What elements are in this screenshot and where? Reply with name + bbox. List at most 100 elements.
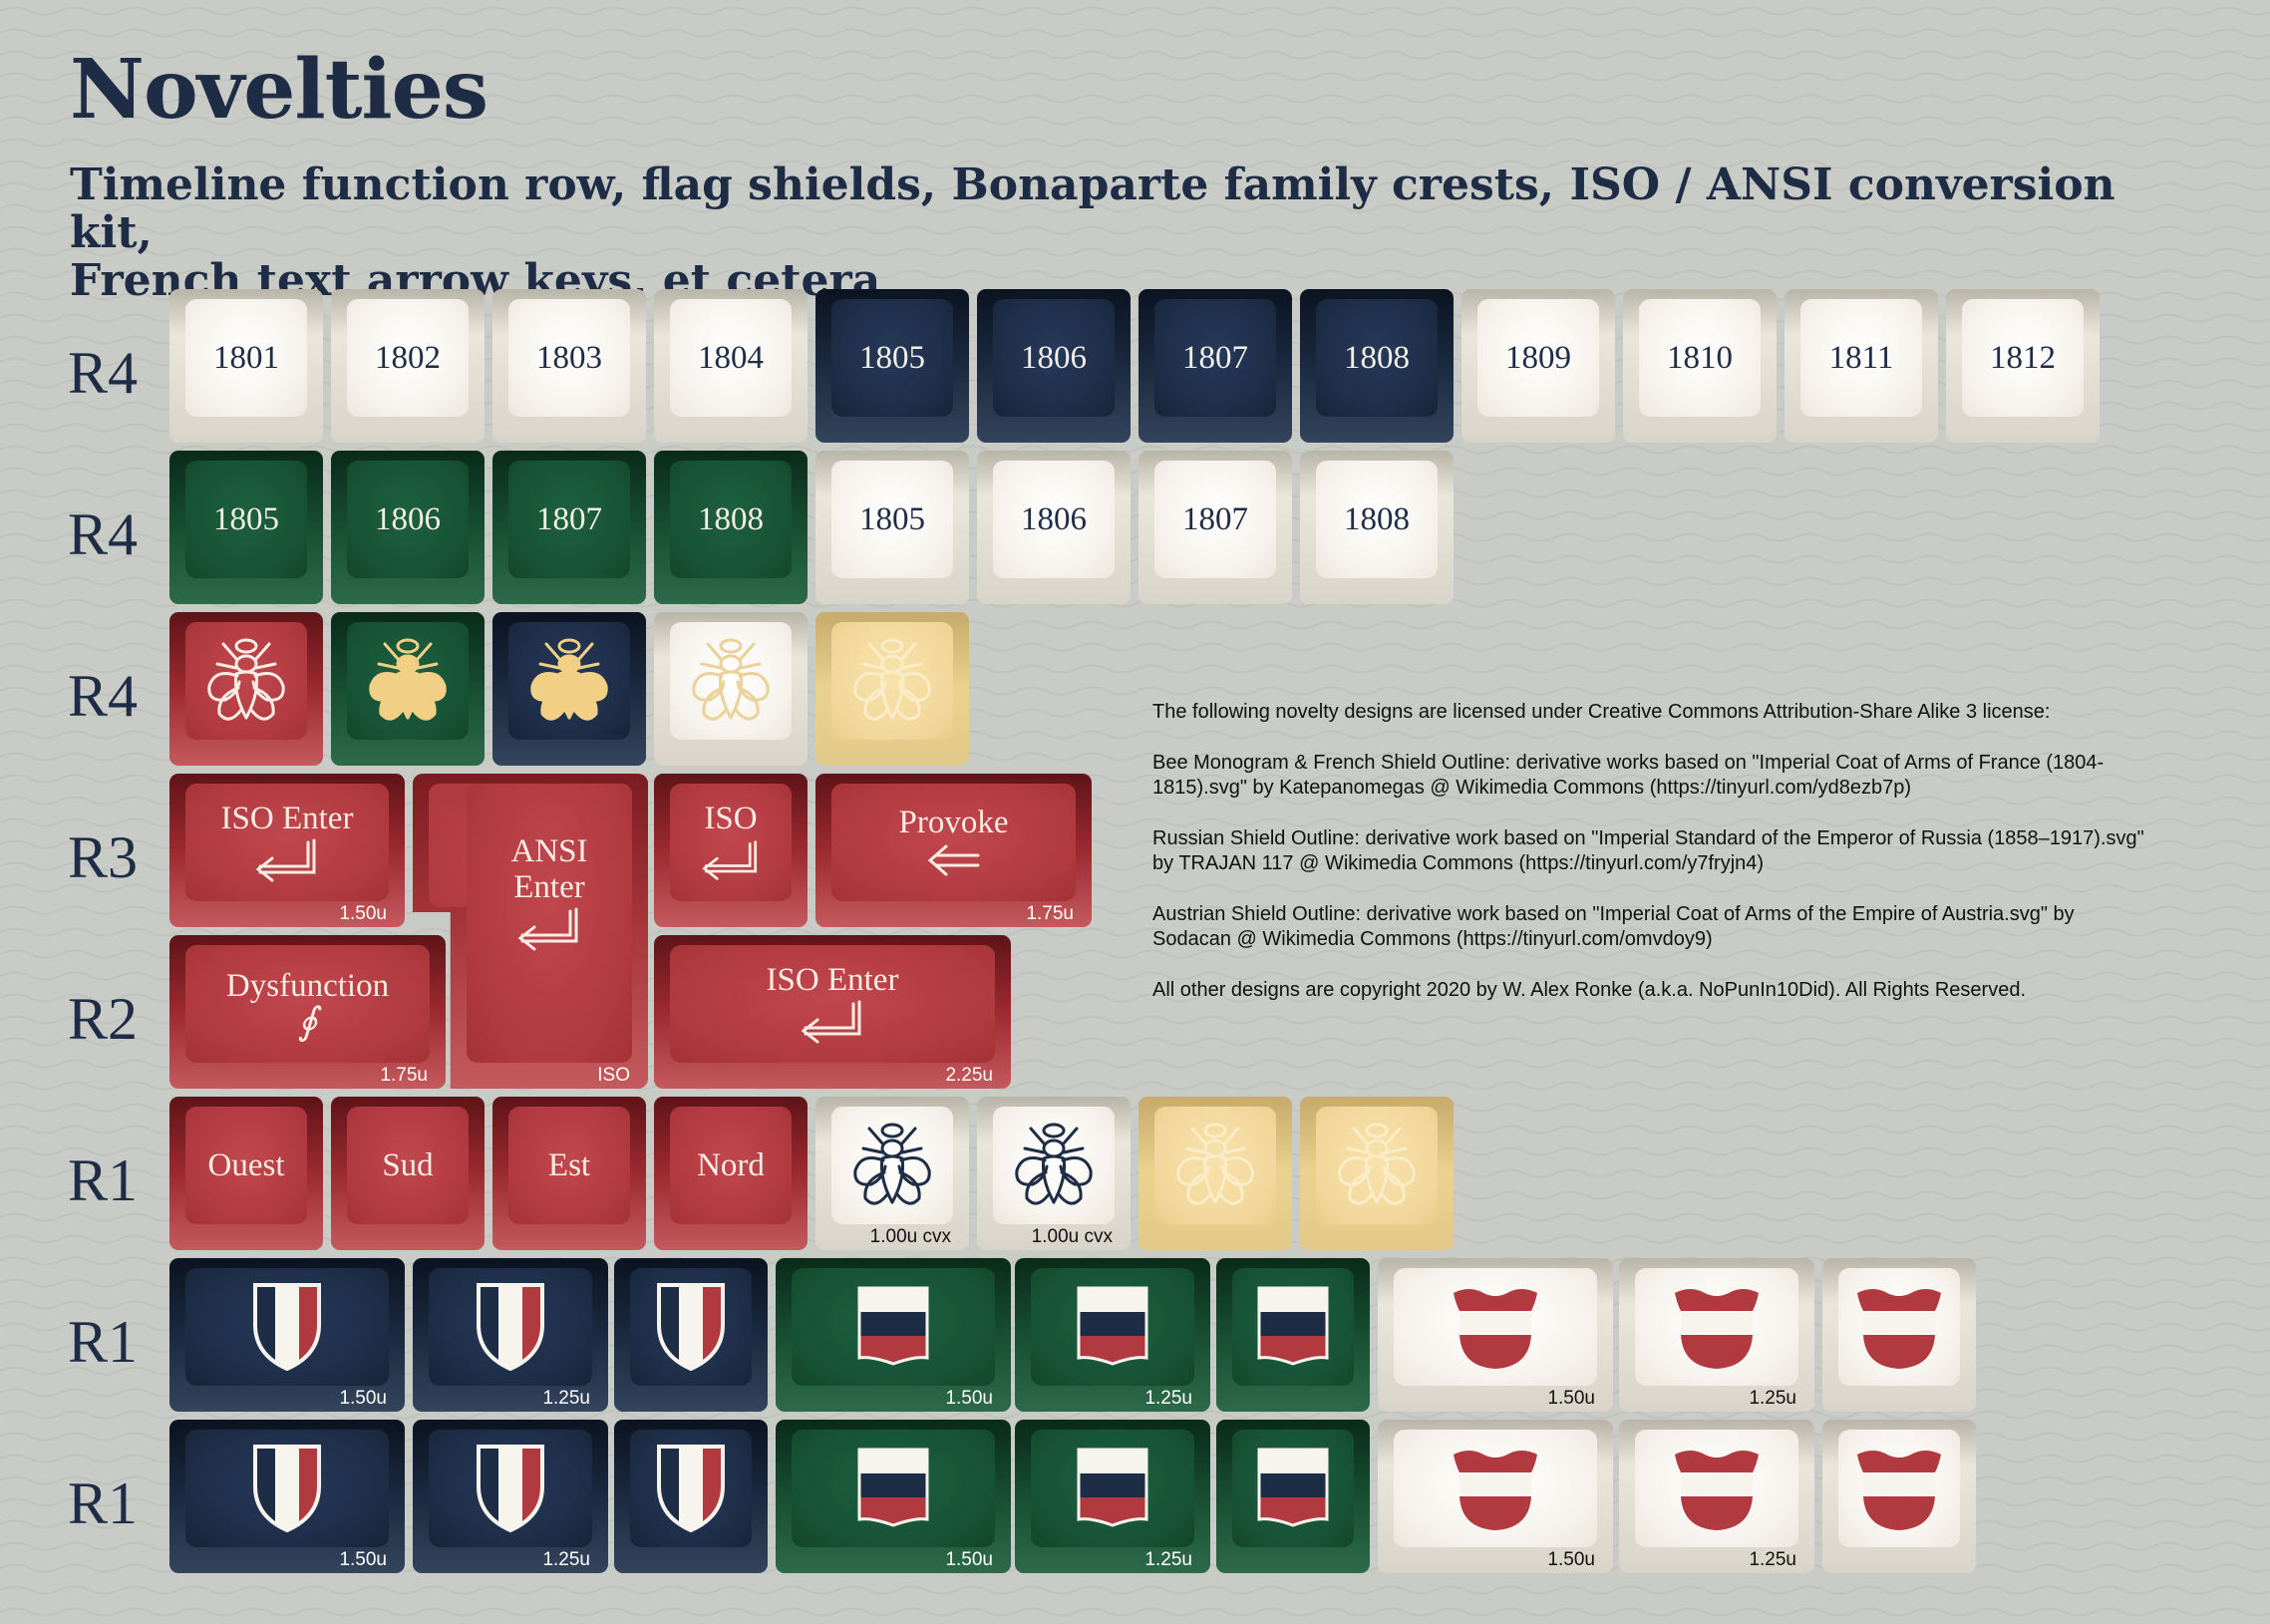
keycap-year[interactable]: 1811 bbox=[1784, 289, 1938, 443]
keycap-year[interactable]: 1808 bbox=[1300, 289, 1454, 443]
keycap-legend: ISO Enter bbox=[220, 801, 354, 836]
keycap-year[interactable]: 1806 bbox=[977, 289, 1131, 443]
keycap-legend: 1803 bbox=[536, 340, 602, 376]
keycap-arrow-ouest[interactable]: Ouest bbox=[169, 1097, 323, 1250]
keycap-arrow-nord[interactable]: Nord bbox=[654, 1097, 808, 1250]
keycap-bee[interactable] bbox=[1300, 1097, 1454, 1250]
french-shield-icon bbox=[477, 1445, 544, 1533]
contour-integral-icon: ∮ bbox=[297, 1001, 318, 1043]
page-subtitle: Timeline function row, flag shields, Bon… bbox=[70, 162, 2163, 305]
keycap-iso-enter-wide[interactable]: ISO Enter 2.25u bbox=[654, 935, 1011, 1089]
license-note: Austrian Shield Outline: derivative work… bbox=[1152, 903, 2075, 950]
keycap-year[interactable]: 1807 bbox=[492, 451, 646, 604]
keycap-legend: 1801 bbox=[213, 340, 279, 376]
return-arrow-icon bbox=[255, 838, 316, 882]
keycap-year[interactable]: 1804 bbox=[654, 289, 808, 443]
keycap-russian-shield[interactable]: 1.50u bbox=[776, 1420, 1011, 1573]
keycap-russian-shield[interactable]: 1.25u bbox=[1015, 1420, 1210, 1573]
bee-icon bbox=[369, 638, 447, 721]
keycap-legend-line2: Enter bbox=[513, 869, 585, 905]
keycap-russian-shield[interactable]: 1.50u bbox=[776, 1258, 1011, 1412]
keycap-year[interactable]: 1808 bbox=[1300, 451, 1454, 604]
keycap-year[interactable]: 1806 bbox=[331, 451, 485, 604]
french-shield-icon bbox=[657, 1445, 725, 1533]
keycap-legend: 1808 bbox=[1344, 340, 1410, 376]
keycap-bee[interactable] bbox=[815, 612, 969, 766]
keycap-french-shield[interactable]: 1.50u bbox=[169, 1420, 405, 1573]
keycap-austrian-shield[interactable] bbox=[1822, 1420, 1976, 1573]
keycap-legend: 1806 bbox=[1021, 340, 1087, 376]
keycap-year[interactable]: 1807 bbox=[1138, 451, 1292, 604]
keycap-provoke[interactable]: Provoke 1.75u bbox=[815, 774, 1092, 927]
keycap-legend: 1802 bbox=[375, 340, 441, 376]
key-size-label: 1.75u bbox=[380, 1065, 428, 1086]
keycap-year[interactable]: 1803 bbox=[492, 289, 646, 443]
keycap-russian-shield[interactable] bbox=[1216, 1258, 1370, 1412]
keycap-bee[interactable] bbox=[654, 612, 808, 766]
keycap-dysfunction[interactable]: Dysfunction ∮ 1.75u bbox=[169, 935, 446, 1089]
key-size-label: 1.50u bbox=[945, 1549, 993, 1570]
keycap-legend: Ouest bbox=[207, 1147, 285, 1183]
keycap-year[interactable]: 1809 bbox=[1461, 289, 1615, 443]
row-label: R1 bbox=[68, 1309, 139, 1375]
page-title: Novelties bbox=[70, 42, 488, 138]
keycap-arrow-est[interactable]: Est bbox=[492, 1097, 646, 1250]
key-size-label: 1.25u bbox=[1749, 1549, 1796, 1570]
keycap-french-shield[interactable] bbox=[614, 1420, 768, 1573]
key-size-label: 1.25u bbox=[1144, 1388, 1192, 1409]
keycap-year[interactable]: 1801 bbox=[169, 289, 323, 443]
keycap-bee[interactable] bbox=[492, 612, 646, 766]
keycap-legend: 1811 bbox=[1828, 340, 1894, 376]
key-size-label: 1.50u bbox=[339, 1549, 387, 1570]
keycap-bee-cvx[interactable]: 1.00u cvx bbox=[977, 1097, 1131, 1250]
return-arrow-icon bbox=[517, 907, 578, 951]
keycap-legend: Sud bbox=[382, 1147, 434, 1183]
keycap-austrian-shield[interactable]: 1.25u bbox=[1619, 1258, 1814, 1412]
keycap-legend: Est bbox=[547, 1147, 591, 1183]
keycap-year[interactable]: 1808 bbox=[654, 451, 808, 604]
key-size-label: 1.50u bbox=[1547, 1388, 1595, 1409]
keycap-year[interactable]: 1805 bbox=[169, 451, 323, 604]
keycap-russian-shield[interactable]: 1.25u bbox=[1015, 1258, 1210, 1412]
subtitle-line-1: Timeline function row, flag shields, Bon… bbox=[70, 160, 2115, 258]
key-size-label: 1.25u bbox=[1749, 1388, 1796, 1409]
keycap-bee[interactable] bbox=[169, 612, 323, 766]
keycap-year[interactable]: 1805 bbox=[815, 451, 969, 604]
keycap-legend: Dysfunction bbox=[225, 968, 390, 1004]
row-label: R4 bbox=[68, 663, 139, 729]
keycap-french-shield[interactable]: 1.25u bbox=[413, 1420, 608, 1573]
keycap-austrian-shield[interactable]: 1.50u bbox=[1378, 1420, 1613, 1573]
keycap-year[interactable]: 1805 bbox=[815, 289, 969, 443]
austrian-shield-icon bbox=[1857, 1289, 1941, 1369]
keycap-year[interactable]: 1810 bbox=[1623, 289, 1777, 443]
keycap-austrian-shield[interactable]: 1.50u bbox=[1378, 1258, 1613, 1412]
keycap-year[interactable]: 1812 bbox=[1946, 289, 2100, 443]
keycap-russian-shield[interactable] bbox=[1216, 1420, 1370, 1573]
keycap-legend: Nord bbox=[697, 1147, 765, 1183]
keycap-legend-line1: ANSI bbox=[510, 833, 588, 869]
keycap-bee[interactable] bbox=[331, 612, 485, 766]
keycap-year[interactable]: 1802 bbox=[331, 289, 485, 443]
keycap-legend: 1812 bbox=[1990, 340, 2056, 376]
keycap-arrow-sud[interactable]: Sud bbox=[331, 1097, 485, 1250]
key-size-label: 1.00u cvx bbox=[1031, 1226, 1113, 1247]
keycap-austrian-shield[interactable]: 1.25u bbox=[1619, 1420, 1814, 1573]
keycap-french-shield[interactable]: 1.25u bbox=[413, 1258, 608, 1412]
keycap-year[interactable]: 1806 bbox=[977, 451, 1131, 604]
keycap-french-shield[interactable] bbox=[614, 1258, 768, 1412]
keycap-iso[interactable]: ISO bbox=[654, 774, 808, 927]
keycap-bee-cvx[interactable]: 1.00u cvx bbox=[815, 1097, 969, 1250]
row-label: R4 bbox=[68, 501, 139, 567]
keycap-austrian-shield[interactable] bbox=[1822, 1258, 1976, 1412]
license-note: All other designs are copyright 2020 by … bbox=[1152, 979, 2027, 1001]
keycap-iso-enter[interactable]: ISO Enter 1.50u bbox=[169, 774, 405, 927]
bee-icon bbox=[853, 1123, 931, 1205]
license-note: The following novelty designs are licens… bbox=[1152, 701, 2051, 723]
keycap-bee[interactable] bbox=[1138, 1097, 1292, 1250]
key-size-label: ISO bbox=[597, 1065, 630, 1086]
keycap-french-shield[interactable]: 1.50u bbox=[169, 1258, 405, 1412]
keycap-year[interactable]: 1807 bbox=[1138, 289, 1292, 443]
keycap-legend: 1806 bbox=[1021, 501, 1087, 537]
keycap-legend: 1805 bbox=[859, 340, 925, 376]
keycap-ansi-enter[interactable]: ANSI Enter ISO bbox=[413, 774, 648, 1089]
